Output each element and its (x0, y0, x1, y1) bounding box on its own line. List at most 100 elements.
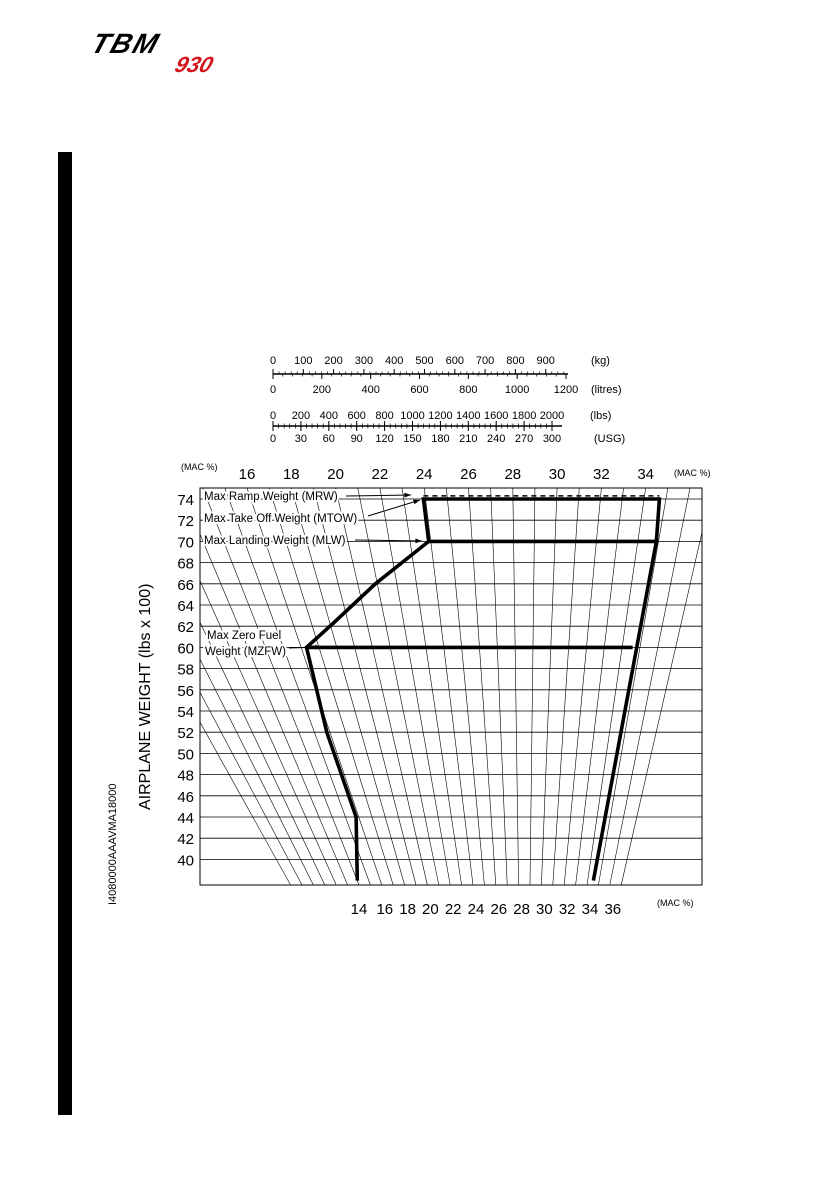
mac-gridline (468, 487, 497, 886)
scale-tick-label: 120 (375, 433, 393, 445)
plot-frame (199, 487, 703, 886)
mac-gridline (586, 487, 646, 886)
scale-tick-label: 600 (410, 384, 428, 396)
mac-gridline (291, 487, 405, 886)
scale-tick-label: 1200 (554, 384, 578, 396)
scale-tick-label: 240 (487, 433, 505, 445)
scale-tick-label: 60 (323, 433, 335, 445)
scale-tick-label: 150 (403, 433, 421, 445)
scale-tick-label: 100 (294, 355, 312, 367)
y-tick-label: 40 (177, 852, 194, 869)
y-tick-label: 60 (177, 640, 194, 657)
top-mac-tick-label: 32 (593, 466, 610, 483)
y-tick-label: 64 (177, 598, 194, 615)
mac-gridline (357, 487, 440, 886)
mac-gridline (335, 487, 428, 886)
top-mac-tick-label: 18 (283, 466, 300, 483)
scale-tick-label: 800 (459, 384, 477, 396)
mac-gridline (199, 534, 348, 886)
chart-grid: 40 42 44 46 48 50 52 54 56 58 60 62 64 66 68 70 72 74 (177, 487, 703, 886)
mac-gridline (609, 487, 691, 886)
mac-gridline (199, 721, 291, 886)
revision-change-bar (58, 152, 72, 1115)
scale-tick-label: 500 (415, 355, 433, 367)
top-mac-tick-label: 20 (327, 466, 344, 483)
chart-labels: 16 18 20 22 24 26 28 30 32 34 (MAC %) (MAC %) 14 16 18… (181, 462, 711, 918)
scale-tick-label: 180 (431, 433, 449, 445)
mac-gridline (620, 532, 703, 886)
y-tick-label: 72 (177, 513, 194, 530)
scale-tick-label: 30 (295, 433, 307, 445)
top-mac-tick-label: 16 (239, 466, 256, 483)
mac-gridline (224, 487, 371, 886)
scale-tick-label: 400 (320, 410, 338, 422)
scale-tick-label: 800 (375, 410, 393, 422)
mzfw-arrow-head (315, 644, 322, 650)
annotation-mlw: Max Landing Weight (MLW) (204, 535, 346, 547)
scale-tick-label: 600 (348, 410, 366, 422)
logo-text-930: 930 (172, 53, 217, 75)
mlw-arrow-head (415, 538, 422, 544)
mac-gridline (575, 487, 624, 886)
annotation-mrw: Max Ramp Weight (MRW) (204, 491, 338, 503)
annotation-mtow: Max Take Off Weight (MTOW) (204, 513, 357, 525)
mac-gridline (199, 622, 326, 886)
bottom-mac-axis-label: (MAC %) (657, 898, 694, 908)
y-tick-label: 62 (177, 619, 194, 636)
y-axis-label: AIRPLANE WEIGHT (lbs x 100) (137, 584, 154, 810)
mac-gridline (423, 487, 474, 886)
y-tick-label: 50 (177, 746, 194, 763)
scale-tick-label: 300 (543, 433, 561, 445)
scale-tick-label: 210 (459, 433, 477, 445)
bottom-mac-tick-label: 16 (376, 901, 393, 918)
mac-gridline (313, 487, 417, 886)
scale-tick-label: 900 (537, 355, 555, 367)
scale-tick-label: 400 (385, 355, 403, 367)
scale-tick-label: 0 (270, 355, 276, 367)
top-mac-tick-label: 30 (549, 466, 566, 483)
y-tick-label: 46 (177, 789, 194, 806)
scale-tick-label: 0 (270, 384, 276, 396)
bottom-mac-tick-label: 14 (351, 901, 368, 918)
y-tick-label: 52 (177, 725, 194, 742)
cg-envelope-outline (304, 497, 662, 881)
scale-unit-label: (kg) (591, 355, 610, 367)
mac-gridline (598, 487, 669, 886)
y-tick-label: 58 (177, 662, 194, 679)
mac-gridline (512, 487, 519, 886)
y-tick-label: 56 (177, 683, 194, 700)
y-tick-label: 68 (177, 556, 194, 573)
scale-tick-label: 270 (515, 433, 533, 445)
bottom-mac-tick-label: 22 (445, 901, 462, 918)
bottom-mac-tick-label: 26 (490, 901, 507, 918)
y-tick-label: 66 (177, 577, 194, 594)
bottom-mac-tick-label: 32 (559, 901, 576, 918)
scale-tick-label: 700 (476, 355, 494, 367)
scale-tick-label: 1800 (512, 410, 536, 422)
top-mac-axis-label-right: (MAC %) (674, 468, 711, 478)
scale-tick-label: 200 (313, 384, 331, 396)
mac-gridline (199, 658, 314, 886)
y-tick-label: 70 (177, 534, 194, 551)
scale-unit-label: (USG) (594, 433, 625, 445)
scale-tick-label: 0 (270, 410, 276, 422)
mac-gridline (490, 487, 508, 886)
mac-gridline (552, 487, 580, 886)
y-tick-label: 54 (177, 704, 194, 721)
scale-tick-label: 2000 (540, 410, 564, 422)
y-tick-label: 48 (177, 768, 194, 785)
fuel-conversion-scales: 0 100 200 300 400 500 600 700 800 900 (kg)0 200 400 6… (270, 355, 625, 445)
mac-gridline (529, 487, 536, 886)
mac-gridline (446, 487, 485, 886)
mac-gridline (199, 580, 337, 886)
scale-tick-label: 1400 (456, 410, 480, 422)
mac-gridline (268, 487, 394, 886)
top-mac-tick-label: 24 (416, 466, 433, 483)
scale-tick-label: 90 (351, 433, 363, 445)
scale-tick-label: 600 (446, 355, 464, 367)
mac-gridline (401, 487, 462, 886)
annotation-mzfw-line1: Max Zero Fuel (207, 630, 281, 642)
mac-gridline (541, 487, 558, 886)
bottom-mac-tick-label: 24 (468, 901, 485, 918)
